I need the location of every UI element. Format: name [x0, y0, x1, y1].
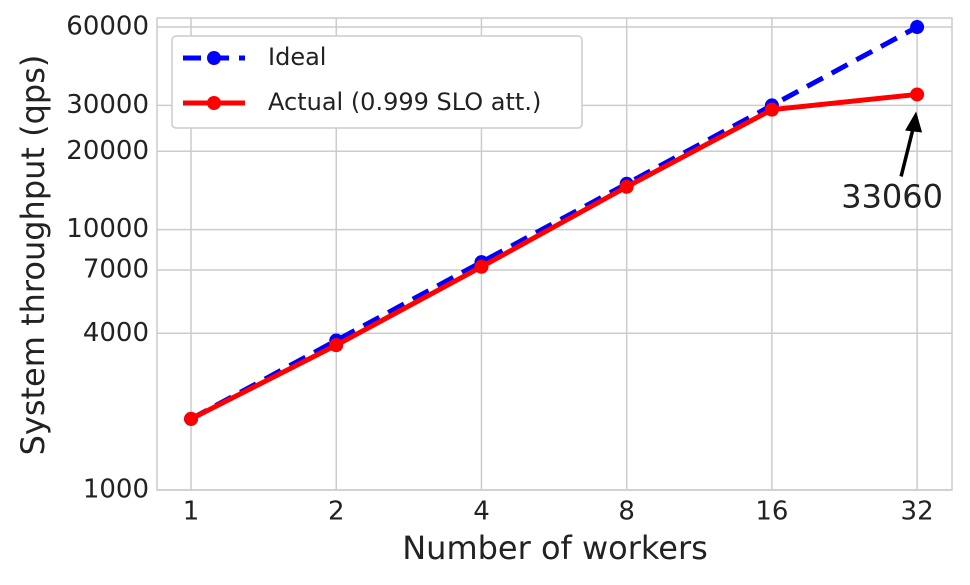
series-line [189, 91, 918, 422]
legend-label: Actual (0.999 SLO att.) [268, 88, 541, 116]
y-tick-label: 60000 [66, 12, 149, 42]
point [329, 338, 344, 353]
x-tick-label: 8 [618, 497, 635, 527]
point [184, 411, 199, 426]
y-tick-label: 10000 [66, 214, 149, 244]
y-tick-label: 7000 [83, 254, 149, 284]
legend-marker [207, 51, 221, 65]
legend: Ideal Actual (0.999 SLO att.) [171, 35, 583, 129]
x-tick-label: 4 [473, 497, 490, 527]
legend-box [171, 35, 583, 129]
annotation: 33060 [841, 177, 943, 215]
y-tick-label: 1000 [83, 475, 149, 505]
point [764, 102, 779, 117]
series-line [189, 24, 919, 422]
point [910, 87, 925, 102]
legend-label: Ideal [268, 43, 326, 71]
y-tick-label: 4000 [83, 318, 149, 348]
legend-marker [207, 96, 221, 110]
y-tick-label: 30000 [66, 90, 149, 120]
y-axis-label: System throughput (qps) [14, 55, 52, 456]
point [910, 20, 925, 35]
annotation-arrowhead [905, 111, 923, 133]
point [474, 259, 489, 274]
y-tick-label: 20000 [66, 136, 149, 166]
x-tick-label: 32 [901, 497, 934, 527]
x-tick-label: 16 [755, 497, 788, 527]
x-axis-label: Number of workers [402, 529, 708, 567]
x-tick-label: 1 [183, 497, 200, 527]
point [619, 179, 634, 194]
x-tick-label: 2 [328, 497, 345, 527]
